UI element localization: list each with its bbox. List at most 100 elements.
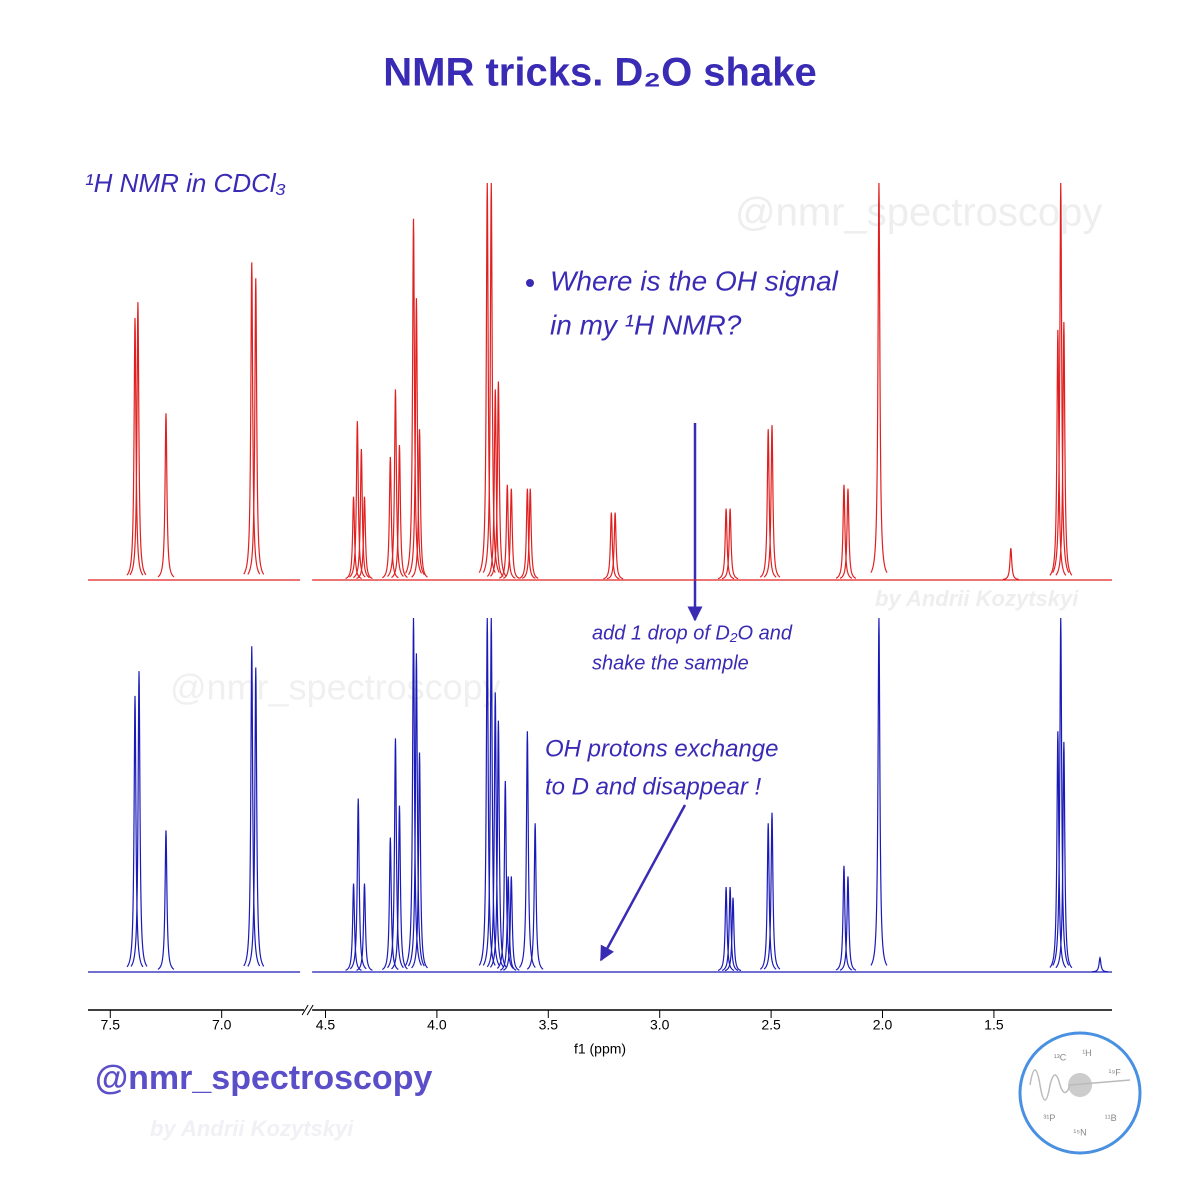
peak	[489, 720, 507, 968]
peak	[126, 695, 144, 968]
peak	[1052, 182, 1070, 573]
peak	[243, 262, 261, 575]
peak	[348, 421, 366, 578]
peak	[387, 389, 404, 577]
peak	[407, 298, 425, 576]
peak	[382, 837, 399, 971]
watermark: by Andrii Kozytskyi	[875, 586, 1079, 611]
peak	[391, 444, 408, 578]
bullet	[526, 279, 534, 287]
logo-label: ¹⁵N	[1073, 1127, 1086, 1137]
logo-label: ¹⁹F	[1108, 1067, 1121, 1077]
peak	[157, 830, 175, 970]
peak	[486, 389, 504, 577]
logo-label: ¹³C	[1054, 1053, 1067, 1063]
peak	[478, 617, 496, 966]
peak	[247, 278, 265, 575]
peak	[129, 302, 147, 576]
peak	[759, 823, 777, 970]
x-tick-label: 4.5	[316, 1017, 336, 1033]
peak	[839, 876, 857, 971]
peak	[1002, 548, 1019, 581]
logo-label: ¹¹B	[1105, 1113, 1117, 1123]
peak	[1049, 731, 1067, 968]
peak	[1055, 321, 1073, 576]
peak	[721, 887, 739, 971]
peak	[404, 218, 423, 574]
logo-label: ³¹P	[1043, 1113, 1055, 1123]
peak	[503, 488, 520, 579]
peak	[496, 780, 514, 969]
peak	[717, 508, 735, 580]
peak	[387, 738, 404, 969]
peak	[247, 667, 265, 967]
x-tick-label: 2.0	[873, 1017, 893, 1033]
peak	[606, 512, 624, 580]
peak	[526, 823, 544, 970]
peak	[130, 671, 148, 967]
watermark: @nmr_spectroscopy	[735, 191, 1102, 235]
peak	[478, 182, 496, 573]
handle: @nmr_spectroscopy	[95, 1059, 432, 1097]
peak	[724, 897, 742, 972]
peak	[356, 883, 373, 971]
peak	[1055, 741, 1073, 969]
subtitle: ¹H NMR in CDCl₃	[85, 168, 286, 198]
peak	[404, 617, 423, 966]
peak	[1091, 956, 1109, 973]
peak	[835, 484, 853, 579]
peak	[157, 413, 175, 578]
peak	[759, 429, 777, 578]
x-tick-label: 1.5	[984, 1017, 1004, 1033]
annotation: OH protons exchange	[545, 735, 778, 762]
arrow	[599, 804, 687, 962]
peak	[391, 805, 408, 970]
x-axis-label: f1 (ppm)	[574, 1041, 626, 1057]
peak	[870, 617, 888, 966]
annotation: in my ¹H NMR?	[550, 309, 742, 340]
x-tick-label: 4.0	[427, 1017, 447, 1033]
peak	[519, 488, 536, 579]
peak	[382, 456, 399, 579]
peak	[349, 798, 367, 970]
peak	[411, 429, 428, 578]
x-tick-label: 2.5	[761, 1017, 781, 1033]
annotation: shake the sample	[592, 652, 749, 674]
axis-break	[301, 1004, 314, 1016]
logo	[1018, 1031, 1142, 1155]
peak	[482, 182, 500, 573]
annotation: add 1 drop of D₂O and	[592, 622, 793, 644]
peak	[411, 752, 428, 969]
peak	[353, 448, 370, 579]
peak	[126, 317, 144, 576]
peak	[503, 876, 520, 971]
x-tick-label: 7.5	[101, 1017, 121, 1033]
peak	[717, 887, 735, 971]
author: by Andrii Kozytskyi	[150, 1116, 354, 1141]
watermark: @nmr_spectroscopy	[170, 667, 501, 708]
peak	[499, 876, 517, 971]
logo-ball	[1068, 1073, 1092, 1097]
peak	[407, 653, 425, 967]
logo-wave	[1029, 1069, 1131, 1101]
peak	[763, 425, 781, 578]
annotation: Where is the OH signal	[550, 265, 839, 296]
peak	[499, 484, 516, 579]
x-tick-label: 3.0	[650, 1017, 670, 1033]
peak	[839, 488, 857, 579]
annotation: to D and disappear !	[545, 773, 761, 800]
x-tick-label: 7.0	[212, 1017, 232, 1033]
x-tick-label: 3.5	[539, 1017, 559, 1033]
peak	[482, 617, 500, 966]
peak	[243, 646, 261, 967]
title: NMR tricks. D₂O shake	[383, 51, 816, 95]
peak	[721, 508, 739, 580]
peak	[518, 731, 536, 968]
peak	[356, 496, 373, 580]
logo-label: ¹H	[1082, 1048, 1092, 1058]
peak	[603, 512, 620, 580]
peak	[1052, 617, 1070, 966]
peak	[835, 865, 853, 971]
peak	[763, 812, 781, 970]
